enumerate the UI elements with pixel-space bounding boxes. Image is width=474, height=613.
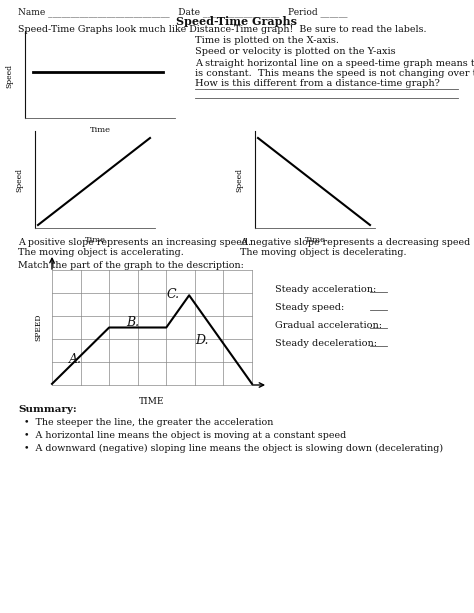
Text: is constant.  This means the speed is not changing over time.: is constant. This means the speed is not… — [195, 69, 474, 78]
Text: •  A horizontal line means the object is moving at a constant speed: • A horizontal line means the object is … — [24, 431, 346, 440]
Text: SPEED: SPEED — [34, 314, 42, 341]
Text: How is this different from a distance-time graph?: How is this different from a distance-ti… — [195, 79, 440, 88]
Text: Speed-Time Graphs look much like Distance-Time graph!  Be sure to read the label: Speed-Time Graphs look much like Distanc… — [18, 25, 427, 34]
Text: B.: B. — [126, 316, 139, 329]
Text: TIME: TIME — [139, 397, 165, 406]
Text: •  The steeper the line, the greater the acceleration: • The steeper the line, the greater the … — [24, 418, 273, 427]
Text: Time: Time — [90, 126, 110, 134]
Text: Speed or velocity is plotted on the Y-axis: Speed or velocity is plotted on the Y-ax… — [195, 47, 396, 56]
Text: Time is plotted on the X-axis.: Time is plotted on the X-axis. — [195, 36, 339, 45]
Text: A straight horizontal line on a speed-time graph means the speed: A straight horizontal line on a speed-ti… — [195, 59, 474, 68]
Text: A negative slope represents a decreasing speed: A negative slope represents a decreasing… — [240, 238, 470, 247]
Text: A positive slope represents an increasing speed.: A positive slope represents an increasin… — [18, 238, 251, 247]
Text: Summary:: Summary: — [18, 405, 77, 414]
Text: Speed: Speed — [15, 169, 23, 192]
Text: •  A downward (negative) sloping line means the object is slowing down (decelera: • A downward (negative) sloping line mea… — [24, 444, 443, 453]
Text: Match the part of the graph to the description:: Match the part of the graph to the descr… — [18, 261, 244, 270]
Text: Gradual acceleration:: Gradual acceleration: — [275, 321, 382, 330]
Text: Time: Time — [304, 236, 326, 244]
Text: Steady deceleration:: Steady deceleration: — [275, 339, 377, 348]
Text: Time: Time — [84, 236, 106, 244]
Text: Steady acceleration:: Steady acceleration: — [275, 285, 376, 294]
Text: Name ___________________________   Date _________________   Period ______: Name ___________________________ Date __… — [18, 7, 347, 17]
Text: The moving object is accelerating.: The moving object is accelerating. — [18, 248, 184, 257]
Text: A.: A. — [69, 353, 82, 366]
Text: Speed-Time Graphs: Speed-Time Graphs — [176, 16, 298, 27]
Text: C.: C. — [166, 288, 180, 302]
Text: Steady speed:: Steady speed: — [275, 303, 344, 312]
Text: Speed: Speed — [5, 64, 13, 88]
Text: Speed: Speed — [235, 169, 243, 192]
Text: The moving object is decelerating.: The moving object is decelerating. — [240, 248, 407, 257]
Text: D.: D. — [195, 335, 209, 348]
